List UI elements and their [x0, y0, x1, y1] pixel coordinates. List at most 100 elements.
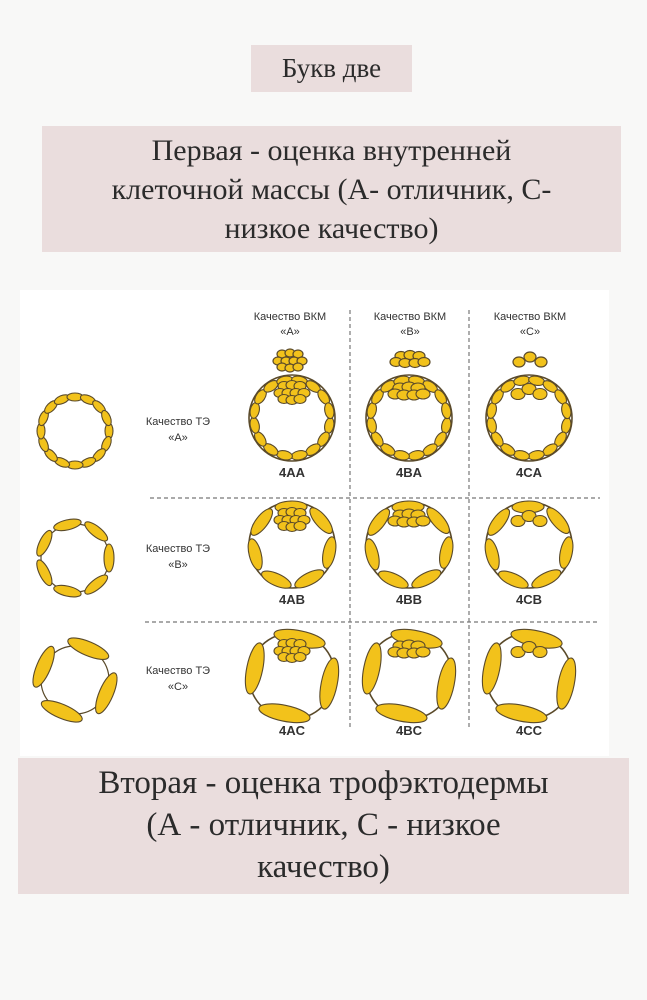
te-cell [103, 543, 115, 573]
first-letter-note: Первая - оценка внутренней клеточной мас… [42, 126, 621, 252]
te-cell [375, 703, 428, 724]
icm-cell [293, 393, 307, 405]
grade-label: 4AA [279, 465, 306, 480]
title-text: Букв две [281, 53, 382, 83]
te-cell [53, 518, 82, 532]
te-cell [309, 507, 333, 534]
te-cell [364, 538, 380, 571]
te-cell [378, 570, 409, 589]
icm-header-line: Качество ВКМ [494, 311, 566, 323]
icm-cell [532, 514, 548, 528]
te-cell [411, 569, 442, 589]
te-cell [319, 657, 340, 710]
embryo-4ba [365, 374, 453, 462]
te-cell [546, 507, 570, 534]
te-cell [484, 538, 500, 571]
grade-label: 4BB [396, 592, 422, 607]
embryo-4bb [364, 500, 454, 589]
icm-cell-icon [512, 356, 526, 368]
icm-cell [532, 387, 548, 401]
icm-header-line: «В» [400, 326, 420, 338]
grade-label: 4CB [516, 592, 542, 607]
te-cell [261, 570, 292, 589]
icm-header-line: «А» [280, 326, 300, 338]
grade-label: 4BC [396, 723, 423, 738]
grade-label: 4AB [279, 592, 305, 607]
te-cell [436, 657, 457, 710]
embryo-4cb [484, 500, 574, 589]
te-cell [101, 409, 112, 427]
te-cell [258, 703, 311, 724]
te-label-line: «С» [168, 681, 188, 693]
te-label-line: Качество ТЭ [146, 665, 210, 677]
te-cell [294, 569, 325, 589]
icm-cell [415, 646, 431, 658]
te-cell [426, 507, 450, 534]
icm-cell [415, 388, 431, 400]
first-note-line: клеточной массы (А- отличник, С- [111, 173, 552, 206]
te-label-line: «А» [168, 432, 188, 444]
te-cell [53, 584, 82, 598]
te-cell [531, 569, 562, 589]
icm-cell [293, 651, 307, 663]
second-letter-note: Вторая - оценка трофэктодермы (А - отлич… [18, 758, 629, 894]
embryo-4aa [248, 374, 336, 462]
embryo-wall [485, 374, 573, 462]
te-cell [36, 529, 53, 557]
embryo-4bc [361, 628, 457, 724]
first-note-line: низкое качество) [224, 212, 439, 245]
te-cell [561, 402, 572, 420]
embryo-grading-svg: Качество ВКМ «А» Качество ВКМ «В» Качество В… [32, 310, 600, 738]
te-schematic [36, 392, 114, 470]
second-note-line: Вторая - оценка трофэктодермы [98, 765, 549, 801]
te-cell [247, 538, 263, 571]
te-cell [559, 536, 574, 569]
te-cell [95, 672, 118, 715]
te-cell [67, 637, 110, 660]
embryo-4ca [485, 374, 573, 462]
te-cell [367, 508, 391, 536]
embryo-4ac [244, 628, 340, 724]
grade-label: 4CC [516, 723, 543, 738]
te-cell [84, 521, 109, 542]
te-cell [84, 574, 109, 595]
icm-cell-icon [534, 356, 548, 368]
te-cell [250, 508, 274, 536]
embryo-4ab [247, 500, 337, 589]
second-note-line: качество) [257, 849, 390, 885]
icm-header-line: Качество ВКМ [254, 311, 326, 323]
te-cell [487, 508, 511, 536]
te-cell [439, 536, 454, 569]
te-cell [556, 657, 577, 710]
icm-cell [415, 515, 431, 527]
icm-cell-icon [523, 351, 537, 363]
te-cell [481, 642, 502, 695]
te-schematic [32, 637, 118, 723]
icm-cell-icon [417, 356, 431, 368]
grade-label: 4CA [516, 465, 543, 480]
icm-header-line: Качество ВКМ [374, 311, 446, 323]
embryo-wall [248, 374, 336, 462]
icm-cell-icon [292, 362, 304, 372]
embryo-grading-diagram: Качество ВКМ «А» Качество ВКМ «В» Качество В… [20, 290, 609, 756]
te-schematic [36, 518, 115, 598]
te-label-line: «В» [168, 559, 188, 571]
embryo-wall [365, 374, 453, 462]
te-cell [322, 536, 337, 569]
grade-label: 4BA [396, 465, 423, 480]
embryo-4cc [481, 628, 577, 724]
te-label-line: Качество ТЭ [146, 416, 210, 428]
te-cell [40, 700, 83, 723]
te-cell [441, 402, 452, 420]
te-cell [36, 559, 53, 587]
grade-label: 4AC [279, 723, 306, 738]
te-cell [495, 703, 548, 724]
icm-cell [293, 520, 307, 532]
title-label: Букв две [251, 45, 412, 92]
icm-header-line: «С» [520, 326, 540, 338]
first-note-line: Первая - оценка внутренней [151, 134, 512, 167]
te-cell [498, 570, 529, 589]
second-note-line: (А - отличник, С - низкое [146, 807, 501, 843]
icm-cell [532, 645, 548, 659]
te-cell [324, 402, 335, 420]
